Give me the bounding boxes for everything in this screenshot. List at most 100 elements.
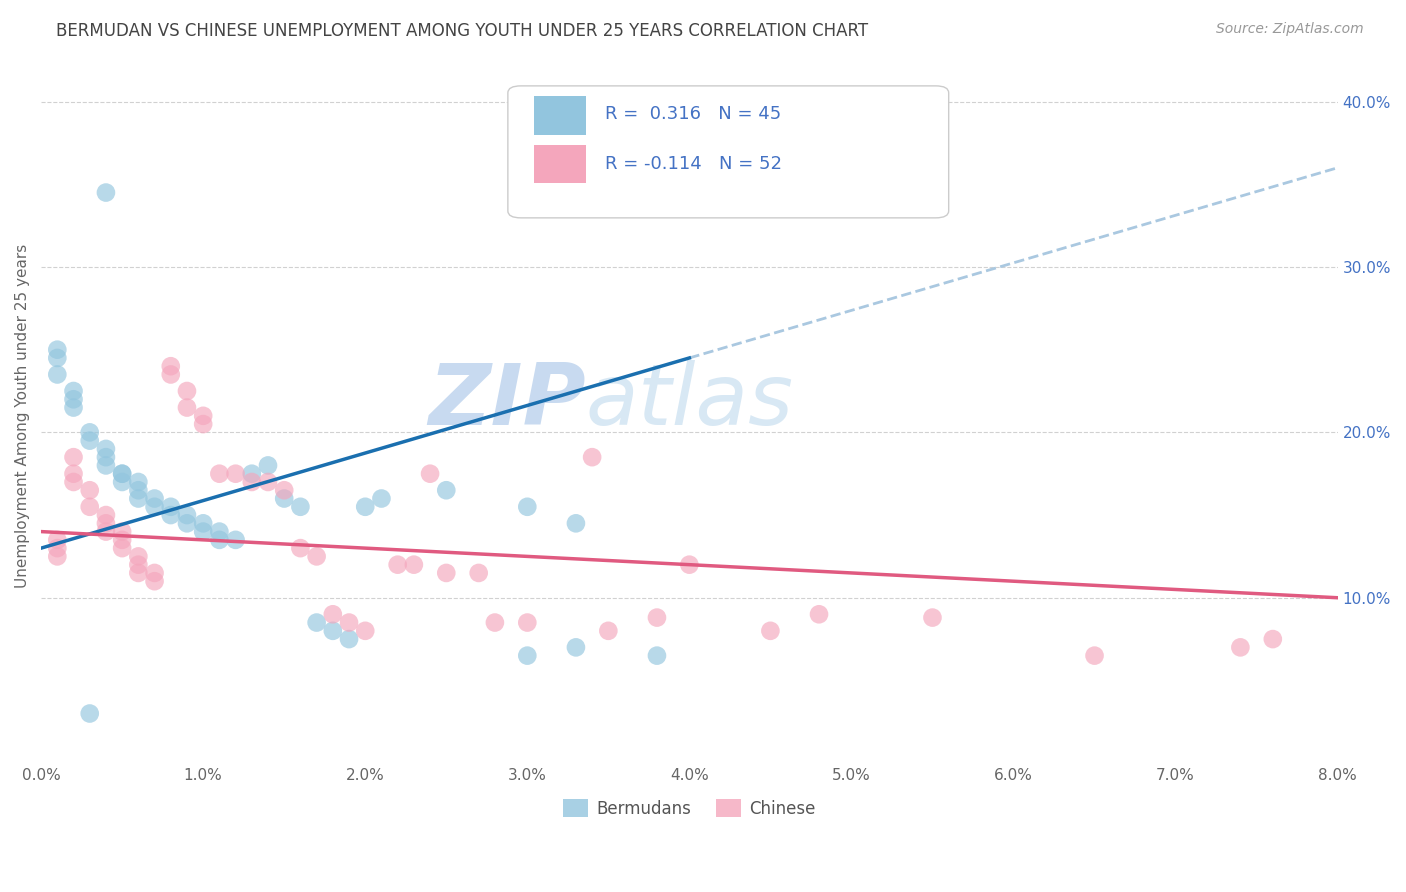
Text: BERMUDAN VS CHINESE UNEMPLOYMENT AMONG YOUTH UNDER 25 YEARS CORRELATION CHART: BERMUDAN VS CHINESE UNEMPLOYMENT AMONG Y…	[56, 22, 869, 40]
Point	[143, 500, 166, 514]
Point	[354, 624, 377, 638]
Point	[419, 467, 441, 481]
Point	[193, 417, 215, 431]
Point	[127, 558, 149, 572]
Point	[94, 186, 117, 200]
Point	[159, 359, 181, 374]
Point	[127, 491, 149, 506]
Legend: Bermudans, Chinese: Bermudans, Chinese	[557, 793, 823, 824]
Point	[176, 384, 198, 398]
Point	[516, 500, 538, 514]
Point	[370, 491, 392, 506]
Point	[46, 549, 69, 564]
Point	[516, 648, 538, 663]
Point	[79, 425, 101, 440]
Point	[79, 483, 101, 498]
Text: ZIP: ZIP	[427, 360, 586, 443]
Point	[305, 549, 328, 564]
Point	[62, 401, 84, 415]
Point	[159, 508, 181, 522]
Point	[257, 458, 280, 473]
FancyBboxPatch shape	[534, 145, 586, 183]
Point	[387, 558, 409, 572]
Point	[208, 533, 231, 547]
Point	[467, 566, 489, 580]
FancyBboxPatch shape	[508, 86, 949, 218]
Point	[322, 607, 344, 622]
Point	[94, 524, 117, 539]
Point	[46, 541, 69, 555]
Point	[79, 434, 101, 448]
Point	[921, 610, 943, 624]
Point	[46, 368, 69, 382]
FancyBboxPatch shape	[534, 96, 586, 135]
Point	[290, 500, 312, 514]
Point	[759, 624, 782, 638]
Point	[337, 615, 360, 630]
Point	[46, 343, 69, 357]
Point	[808, 607, 831, 622]
Point	[290, 541, 312, 555]
Point	[193, 516, 215, 531]
Point	[337, 632, 360, 646]
Point	[565, 516, 588, 531]
Point	[46, 351, 69, 365]
Point	[257, 475, 280, 489]
Point	[111, 533, 134, 547]
Point	[1261, 632, 1284, 646]
Point	[111, 467, 134, 481]
Point	[516, 615, 538, 630]
Point	[62, 450, 84, 465]
Point	[1229, 640, 1251, 655]
Point	[94, 458, 117, 473]
Point	[62, 392, 84, 407]
Y-axis label: Unemployment Among Youth under 25 years: Unemployment Among Youth under 25 years	[15, 244, 30, 588]
Point	[581, 450, 603, 465]
Point	[127, 566, 149, 580]
Point	[79, 706, 101, 721]
Text: atlas: atlas	[586, 360, 793, 443]
Point	[193, 409, 215, 423]
Point	[94, 450, 117, 465]
Point	[434, 566, 457, 580]
Point	[565, 640, 588, 655]
Point	[127, 549, 149, 564]
Point	[193, 524, 215, 539]
Point	[402, 558, 425, 572]
Point	[143, 491, 166, 506]
Point	[598, 624, 620, 638]
Point	[111, 467, 134, 481]
Point	[94, 516, 117, 531]
Point	[79, 500, 101, 514]
Point	[240, 475, 263, 489]
Point	[143, 566, 166, 580]
Point	[273, 491, 295, 506]
Point	[240, 467, 263, 481]
Point	[62, 467, 84, 481]
Point	[111, 541, 134, 555]
Point	[62, 475, 84, 489]
Point	[322, 624, 344, 638]
Point	[225, 533, 247, 547]
Point	[434, 483, 457, 498]
Point	[273, 483, 295, 498]
Point	[208, 524, 231, 539]
Text: R = -0.114   N = 52: R = -0.114 N = 52	[605, 155, 782, 173]
Text: R =  0.316   N = 45: R = 0.316 N = 45	[605, 104, 782, 123]
Point	[678, 558, 700, 572]
Point	[305, 615, 328, 630]
Point	[111, 475, 134, 489]
Point	[159, 368, 181, 382]
Point	[111, 524, 134, 539]
Point	[46, 533, 69, 547]
Point	[645, 610, 668, 624]
Point	[176, 516, 198, 531]
Point	[354, 500, 377, 514]
Point	[225, 467, 247, 481]
Point	[484, 615, 506, 630]
Point	[159, 500, 181, 514]
Point	[127, 475, 149, 489]
Point	[143, 574, 166, 589]
Point	[645, 648, 668, 663]
Text: Source: ZipAtlas.com: Source: ZipAtlas.com	[1216, 22, 1364, 37]
